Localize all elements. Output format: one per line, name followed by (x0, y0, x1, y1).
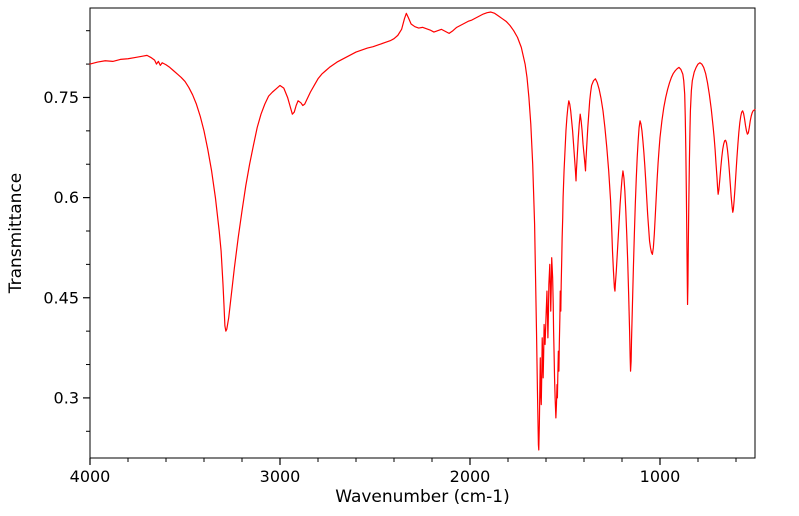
plot-frame (89, 7, 756, 459)
x-tick-label: 2000 (450, 467, 491, 486)
x-axis-label: Wavenumber (cm-1) (335, 487, 510, 507)
x-tick-label: 4000 (70, 467, 111, 486)
y-axis-label: Transmittance (6, 172, 26, 294)
y-tick-label: 0.6 (54, 188, 79, 207)
x-tick-label: 1000 (640, 467, 681, 486)
y-tick-label: 0.3 (54, 389, 79, 408)
spectrum-line (89, 11, 756, 451)
y-tick-label: 0.75 (43, 88, 79, 107)
y-tick-label: 0.45 (43, 288, 79, 307)
x-tick-label: 3000 (260, 467, 301, 486)
